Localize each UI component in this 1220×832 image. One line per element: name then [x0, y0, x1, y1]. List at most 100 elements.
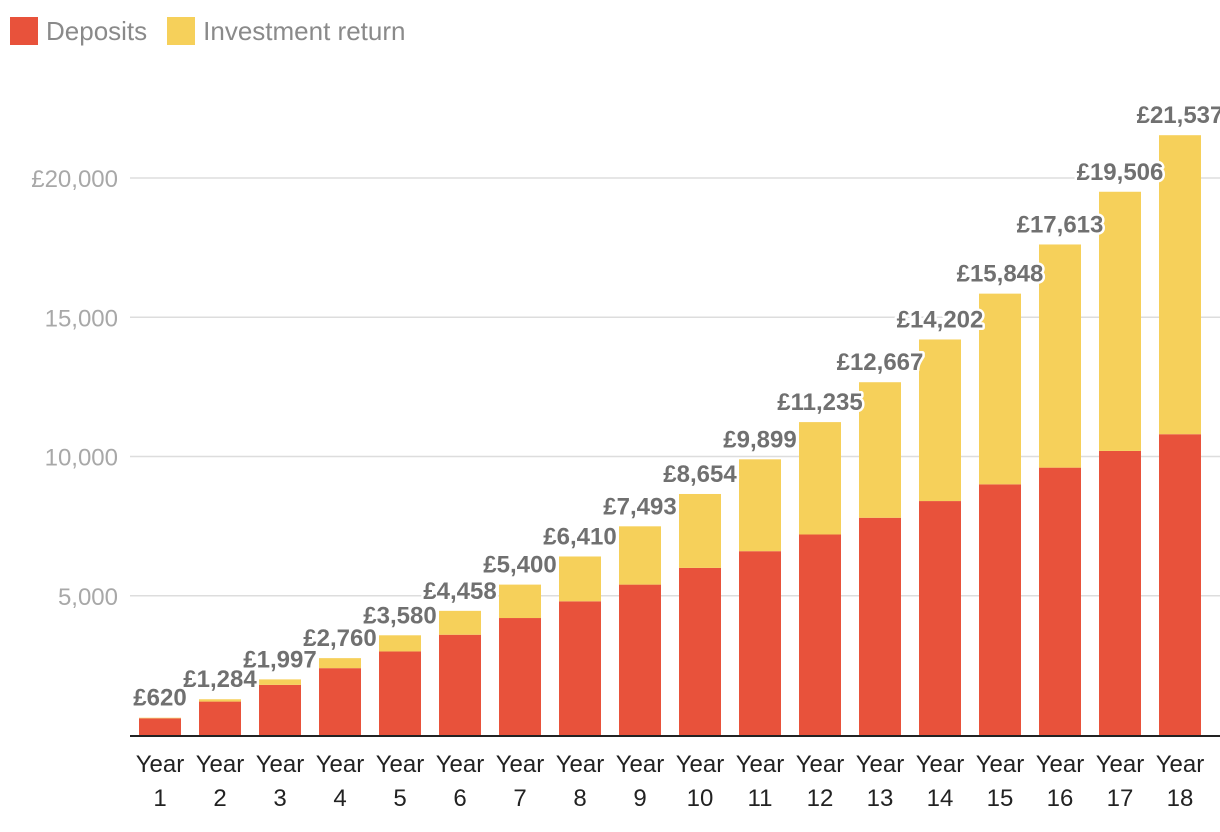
x-tick-label-year-9-line2: 9 [633, 785, 646, 812]
bar-deposits-year-9[interactable] [619, 584, 661, 735]
bar-investment-return-year-5[interactable] [379, 635, 421, 652]
bar-deposits-year-8[interactable] [559, 601, 601, 735]
x-tick-label-year-15-line1: Year [976, 751, 1025, 778]
bar-investment-return-year-4[interactable] [319, 658, 361, 669]
x-tick-label-year-16-line1: Year [1036, 751, 1085, 778]
x-tick-label-year-1-line1: Year [136, 751, 185, 778]
data-label-total-year-15: £15,848 [957, 261, 1044, 288]
x-tick-label-year-10-line2: 10 [687, 785, 714, 812]
bar-investment-return-year-17[interactable] [1099, 191, 1141, 451]
bar-investment-return-year-15[interactable] [979, 293, 1021, 485]
y-tick-label-5000: 5,000 [58, 584, 118, 611]
x-tick-label-year-2-line2: 2 [213, 785, 226, 812]
x-tick-label-year-17-line2: 17 [1107, 785, 1134, 812]
x-tick-label-year-16-line2: 16 [1047, 785, 1074, 812]
bar-deposits-year-2[interactable] [199, 701, 241, 735]
data-label-total-year-4: £2,760 [303, 625, 376, 652]
bar-investment-return-year-16[interactable] [1039, 244, 1081, 468]
legend-label-deposits: Deposits [46, 15, 148, 46]
grid-layer: 5,000 10,000 15,000 £20,000 [31, 166, 1220, 611]
chart-legend: Deposits Investment return [10, 14, 425, 48]
data-label-total-year-10: £8,654 [663, 461, 737, 488]
x-tick-label-year-5-line2: 5 [393, 785, 406, 812]
bars-layer [139, 135, 1201, 735]
bar-deposits-year-4[interactable] [319, 668, 361, 735]
bar-deposits-year-5[interactable] [379, 651, 421, 735]
bar-investment-return-year-9[interactable] [619, 526, 661, 585]
data-label-total-year-8: £6,410 [543, 523, 616, 550]
data-label-total-year-6: £4,458 [423, 578, 496, 605]
bar-investment-return-year-18[interactable] [1159, 135, 1201, 435]
x-tick-label-year-10-line1: Year [676, 751, 725, 778]
bar-investment-return-year-8[interactable] [559, 556, 601, 602]
data-label-total-year-18: £21,537 [1137, 102, 1220, 129]
data-label-total-year-14: £14,202 [897, 306, 984, 333]
bar-deposits-year-14[interactable] [919, 501, 961, 735]
bar-investment-return-year-10[interactable] [679, 493, 721, 568]
x-tick-label-year-18-line1: Year [1156, 751, 1205, 778]
x-tick-label-year-13-line2: 13 [867, 785, 894, 812]
bar-deposits-year-15[interactable] [979, 484, 1021, 735]
bar-deposits-year-13[interactable] [859, 517, 901, 735]
x-tick-label-year-1-line2: 1 [153, 785, 166, 812]
x-tick-label-year-7-line1: Year [496, 751, 545, 778]
x-tick-label-year-8-line2: 8 [573, 785, 586, 812]
data-label-total-year-11: £9,899 [723, 426, 796, 453]
data-label-total-year-17: £19,506 [1077, 159, 1164, 186]
bar-investment-return-year-13[interactable] [859, 382, 901, 518]
data-label-total-year-13: £12,667 [837, 349, 924, 376]
x-tick-label-year-14-line1: Year [916, 751, 965, 778]
bar-deposits-year-17[interactable] [1099, 450, 1141, 735]
x-tick-label-year-18-line2: 18 [1167, 785, 1194, 812]
data-label-total-year-1: £620 [133, 685, 186, 712]
x-tick-label-year-3-line2: 3 [273, 785, 286, 812]
x-tick-label-year-7-line2: 7 [513, 785, 526, 812]
x-tick-label-year-12-line1: Year [796, 751, 845, 778]
x-tick-label-year-11-line2: 11 [748, 785, 773, 812]
x-tick-label-year-15-line2: 15 [987, 785, 1014, 812]
y-tick-label-10000: 10,000 [45, 445, 118, 472]
x-tick-label-year-5-line1: Year [376, 751, 425, 778]
legend-item-investment-return[interactable]: Investment return [167, 16, 405, 47]
bar-investment-return-year-12[interactable] [799, 422, 841, 535]
bar-deposits-year-1[interactable] [139, 718, 181, 735]
x-tick-label-year-8-line1: Year [556, 751, 605, 778]
x-tick-label-year-3-line1: Year [256, 751, 305, 778]
bar-deposits-year-10[interactable] [679, 567, 721, 735]
bar-deposits-year-12[interactable] [799, 534, 841, 735]
legend-item-deposits[interactable]: Deposits [10, 16, 147, 47]
x-tick-label-year-4-line1: Year [316, 751, 365, 778]
data-label-total-year-5: £3,580 [363, 602, 436, 629]
data-label-total-year-16: £17,613 [1017, 211, 1104, 238]
bar-investment-return-year-1[interactable] [139, 717, 181, 719]
legend-label-investment-return: Investment return [203, 15, 406, 46]
data-label-total-year-9: £7,493 [603, 493, 676, 520]
bar-investment-return-year-3[interactable] [259, 679, 301, 685]
bar-investment-return-year-6[interactable] [439, 610, 481, 635]
bar-investment-return-year-11[interactable] [739, 459, 781, 552]
data-label-total-year-2: £1,284 [183, 666, 257, 693]
x-tick-label-year-2-line1: Year [196, 751, 245, 778]
bar-deposits-year-16[interactable] [1039, 467, 1081, 735]
legend-swatch-investment-return [167, 17, 196, 45]
axis-layer: Year 1 Year 2 Year 3 Year 4 Year 5 Year 6 Year 7 Year 8… [130, 735, 1220, 812]
bar-investment-return-year-14[interactable] [919, 339, 961, 502]
data-label-total-year-3: £1,997 [243, 646, 316, 673]
legend-swatch-deposits [10, 17, 38, 45]
bar-deposits-year-7[interactable] [499, 618, 541, 735]
bar-deposits-year-6[interactable] [439, 634, 481, 735]
data-label-total-year-7: £5,400 [483, 552, 556, 579]
x-tick-label-year-12-line2: 12 [807, 785, 834, 812]
bar-investment-return-year-7[interactable] [499, 584, 541, 619]
bar-deposits-year-18[interactable] [1159, 434, 1201, 735]
x-tick-label-year-11-line1: Year [736, 751, 785, 778]
data-label-total-year-12: £11,235 [777, 389, 862, 416]
bar-investment-return-year-2[interactable] [199, 699, 241, 702]
bar-deposits-year-11[interactable] [739, 551, 781, 735]
labels-layer: £620£1,284£1,997£2,760£3,580£4,458£5,400… [131, 100, 1220, 715]
x-tick-label-year-17-line1: Year [1096, 751, 1145, 778]
y-tick-label-15000: 15,000 [45, 305, 118, 332]
x-tick-label-year-4-line2: 4 [333, 785, 346, 812]
bar-deposits-year-3[interactable] [259, 684, 301, 735]
